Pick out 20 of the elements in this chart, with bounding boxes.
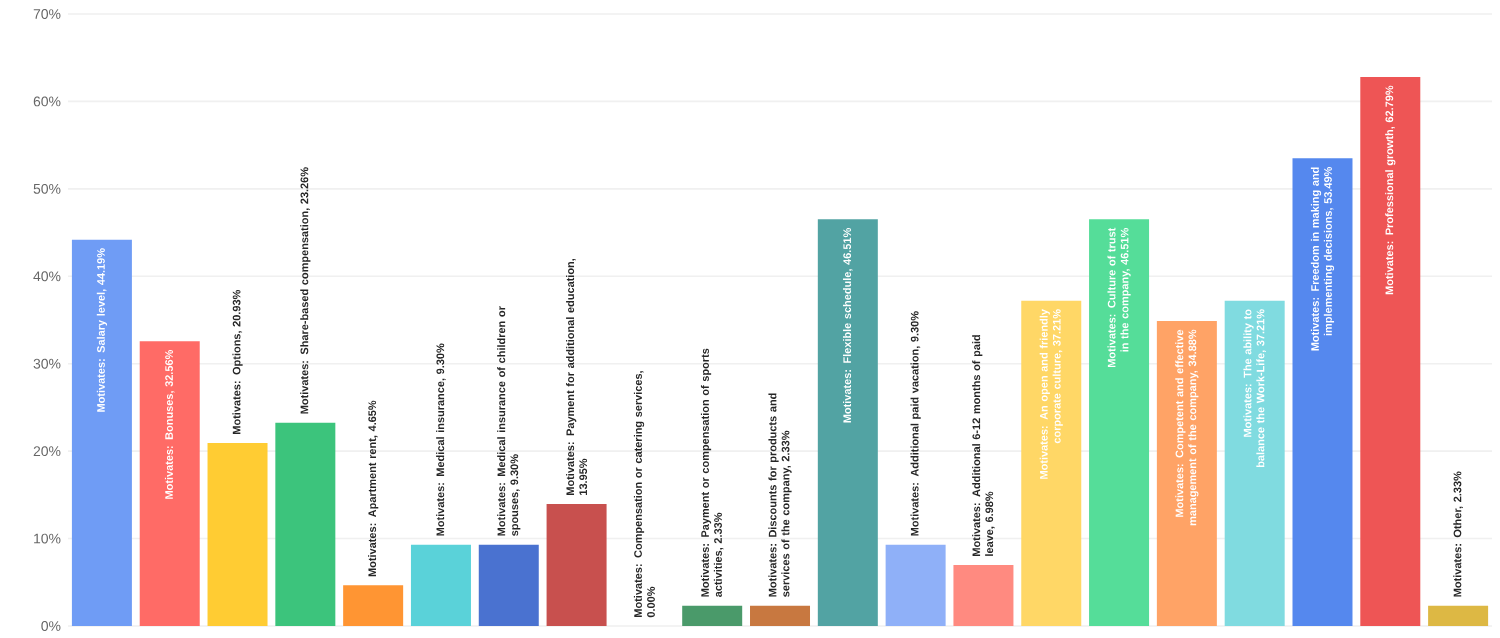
bar xyxy=(139,341,200,626)
bar xyxy=(275,422,336,626)
bar xyxy=(750,605,811,626)
bar xyxy=(817,219,878,626)
bar xyxy=(682,605,743,626)
bar xyxy=(478,544,539,626)
bar xyxy=(207,443,268,626)
bar xyxy=(885,544,946,626)
bar xyxy=(343,585,404,626)
bar xyxy=(953,564,1014,626)
bar xyxy=(1156,321,1217,626)
bar xyxy=(1021,300,1082,626)
bar xyxy=(546,504,607,626)
bar xyxy=(410,544,471,626)
bar xyxy=(1224,300,1285,626)
bar xyxy=(71,239,132,626)
bar xyxy=(1428,605,1489,626)
bar xyxy=(1292,158,1353,626)
bar xyxy=(1089,219,1150,626)
bar xyxy=(1360,77,1421,626)
